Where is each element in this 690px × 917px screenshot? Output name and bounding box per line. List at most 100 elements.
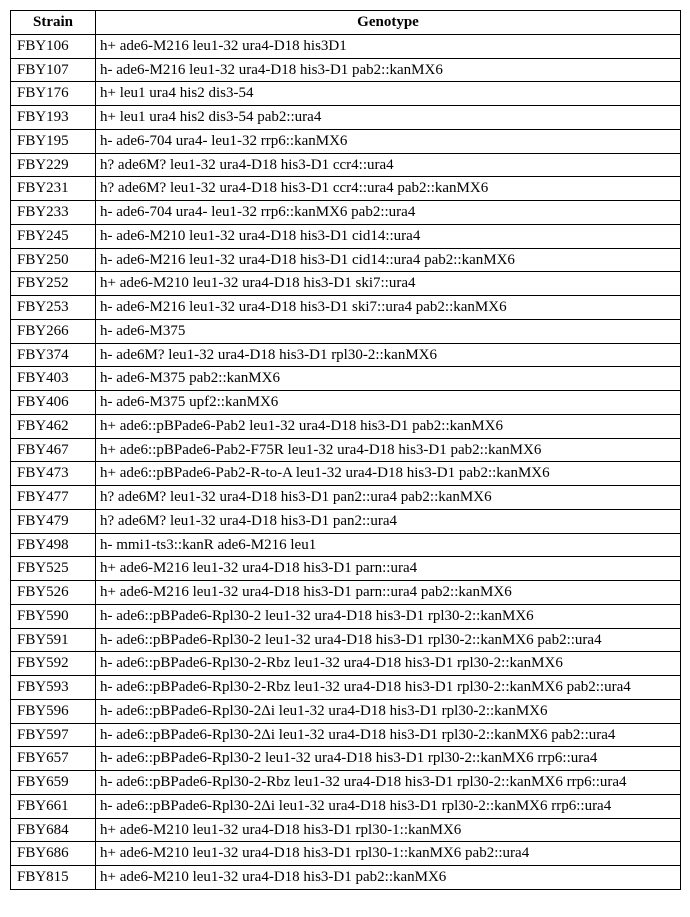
strain-cell: FBY106	[11, 34, 96, 58]
genotype-cell: h- ade6::pBPade6-Rpl30-2Δi leu1-32 ura4-…	[96, 794, 681, 818]
strain-cell: FBY252	[11, 272, 96, 296]
strain-cell: FBY661	[11, 794, 96, 818]
strain-cell: FBY525	[11, 557, 96, 581]
genotype-cell: h? ade6M? leu1-32 ura4-D18 his3-D1 ccr4:…	[96, 177, 681, 201]
genotype-cell: h? ade6M? leu1-32 ura4-D18 his3-D1 ccr4:…	[96, 153, 681, 177]
table-row: FBY176h+ leu1 ura4 his2 dis3-54	[11, 82, 681, 106]
genotype-cell: h+ ade6-M216 leu1-32 ura4-D18 his3-D1 pa…	[96, 557, 681, 581]
table-row: FBY597h- ade6::pBPade6-Rpl30-2Δi leu1-32…	[11, 723, 681, 747]
genotype-cell: h- ade6-M375 pab2::kanMX6	[96, 367, 681, 391]
table-row: FBY684h+ ade6-M210 leu1-32 ura4-D18 his3…	[11, 818, 681, 842]
table-row: FBY479h? ade6M? leu1-32 ura4-D18 his3-D1…	[11, 509, 681, 533]
genotype-cell: h+ ade6-M210 leu1-32 ura4-D18 his3-D1 sk…	[96, 272, 681, 296]
table-row: FBY467h+ ade6::pBPade6-Pab2-F75R leu1-32…	[11, 438, 681, 462]
table-row: FBY403h- ade6-M375 pab2::kanMX6	[11, 367, 681, 391]
strain-cell: FBY592	[11, 652, 96, 676]
table-row: FBY526h+ ade6-M216 leu1-32 ura4-D18 his3…	[11, 581, 681, 605]
strain-cell: FBY591	[11, 628, 96, 652]
col-header-strain: Strain	[11, 11, 96, 35]
genotype-cell: h? ade6M? leu1-32 ura4-D18 his3-D1 pan2:…	[96, 509, 681, 533]
strain-cell: FBY498	[11, 533, 96, 557]
table-row: FBY233h- ade6-704 ura4- leu1-32 rrp6::ka…	[11, 201, 681, 225]
strain-cell: FBY477	[11, 486, 96, 510]
genotype-cell: h+ ade6-M210 leu1-32 ura4-D18 his3-D1 rp…	[96, 818, 681, 842]
genotype-cell: h+ ade6-M216 leu1-32 ura4-D18 his3-D1 pa…	[96, 581, 681, 605]
table-row: FBY107h- ade6-M216 leu1-32 ura4-D18 his3…	[11, 58, 681, 82]
genotype-cell: h+ leu1 ura4 his2 dis3-54	[96, 82, 681, 106]
table-row: FBY231h? ade6M? leu1-32 ura4-D18 his3-D1…	[11, 177, 681, 201]
strain-cell: FBY250	[11, 248, 96, 272]
table-row: FBY592h- ade6::pBPade6-Rpl30-2-Rbz leu1-…	[11, 652, 681, 676]
table-header-row: Strain Genotype	[11, 11, 681, 35]
strain-cell: FBY266	[11, 319, 96, 343]
genotype-cell: h- ade6-704 ura4- leu1-32 rrp6::kanMX6	[96, 129, 681, 153]
genotype-cell: h- ade6::pBPade6-Rpl30-2-Rbz leu1-32 ura…	[96, 771, 681, 795]
table-row: FBY498h- mmi1-ts3::kanR ade6-M216 leu1	[11, 533, 681, 557]
table-row: FBY473h+ ade6::pBPade6-Pab2-R-to-A leu1-…	[11, 462, 681, 486]
genotype-cell: h- ade6-704 ura4- leu1-32 rrp6::kanMX6 p…	[96, 201, 681, 225]
genotype-cell: h+ leu1 ura4 his2 dis3-54 pab2::ura4	[96, 106, 681, 130]
table-row: FBY252h+ ade6-M210 leu1-32 ura4-D18 his3…	[11, 272, 681, 296]
strain-cell: FBY657	[11, 747, 96, 771]
table-row: FBY406h- ade6-M375 upf2::kanMX6	[11, 391, 681, 415]
strain-cell: FBY233	[11, 201, 96, 225]
genotype-cell: h- ade6-M216 leu1-32 ura4-D18 his3-D1 sk…	[96, 296, 681, 320]
genotype-cell: h- ade6::pBPade6-Rpl30-2 leu1-32 ura4-D1…	[96, 604, 681, 628]
strain-cell: FBY526	[11, 581, 96, 605]
genotype-cell: h+ ade6::pBPade6-Pab2-F75R leu1-32 ura4-…	[96, 438, 681, 462]
strain-cell: FBY403	[11, 367, 96, 391]
genotype-cell: h+ ade6-M210 leu1-32 ura4-D18 his3-D1 pa…	[96, 866, 681, 890]
table-row: FBY686h+ ade6-M210 leu1-32 ura4-D18 his3…	[11, 842, 681, 866]
strain-cell: FBY686	[11, 842, 96, 866]
table-row: FBY245h- ade6-M210 leu1-32 ura4-D18 his3…	[11, 224, 681, 248]
table-row: FBY590h- ade6::pBPade6-Rpl30-2 leu1-32 u…	[11, 604, 681, 628]
genotype-cell: h- ade6M? leu1-32 ura4-D18 his3-D1 rpl30…	[96, 343, 681, 367]
table-row: FBY593h- ade6::pBPade6-Rpl30-2-Rbz leu1-…	[11, 676, 681, 700]
strain-cell: FBY467	[11, 438, 96, 462]
strain-cell: FBY597	[11, 723, 96, 747]
genotype-cell: h+ ade6-M210 leu1-32 ura4-D18 his3-D1 rp…	[96, 842, 681, 866]
strain-cell: FBY596	[11, 699, 96, 723]
strain-cell: FBY406	[11, 391, 96, 415]
genotype-cell: h- ade6-M375 upf2::kanMX6	[96, 391, 681, 415]
genotype-cell: h- mmi1-ts3::kanR ade6-M216 leu1	[96, 533, 681, 557]
strain-cell: FBY176	[11, 82, 96, 106]
table-row: FBY266h- ade6-M375	[11, 319, 681, 343]
strain-cell: FBY590	[11, 604, 96, 628]
genotype-cell: h+ ade6-M216 leu1-32 ura4-D18 his3D1	[96, 34, 681, 58]
table-row: FBY193h+ leu1 ura4 his2 dis3-54 pab2::ur…	[11, 106, 681, 130]
table-row: FBY106h+ ade6-M216 leu1-32 ura4-D18 his3…	[11, 34, 681, 58]
strain-cell: FBY462	[11, 414, 96, 438]
table-row: FBY525h+ ade6-M216 leu1-32 ura4-D18 his3…	[11, 557, 681, 581]
genotype-cell: h- ade6-M216 leu1-32 ura4-D18 his3-D1 ci…	[96, 248, 681, 272]
table-row: FBY659h- ade6::pBPade6-Rpl30-2-Rbz leu1-…	[11, 771, 681, 795]
table-row: FBY462h+ ade6::pBPade6-Pab2 leu1-32 ura4…	[11, 414, 681, 438]
genotype-cell: h- ade6-M216 leu1-32 ura4-D18 his3-D1 pa…	[96, 58, 681, 82]
table-row: FBY477h? ade6M? leu1-32 ura4-D18 his3-D1…	[11, 486, 681, 510]
strain-cell: FBY195	[11, 129, 96, 153]
strain-cell: FBY107	[11, 58, 96, 82]
genotype-cell: h- ade6-M210 leu1-32 ura4-D18 his3-D1 ci…	[96, 224, 681, 248]
table-row: FBY591h- ade6::pBPade6-Rpl30-2 leu1-32 u…	[11, 628, 681, 652]
table-row: FBY657h- ade6::pBPade6-Rpl30-2 leu1-32 u…	[11, 747, 681, 771]
table-row: FBY661h- ade6::pBPade6-Rpl30-2Δi leu1-32…	[11, 794, 681, 818]
strain-cell: FBY193	[11, 106, 96, 130]
table-row: FBY195h- ade6-704 ura4- leu1-32 rrp6::ka…	[11, 129, 681, 153]
col-header-genotype: Genotype	[96, 11, 681, 35]
table-body: FBY106h+ ade6-M216 leu1-32 ura4-D18 his3…	[11, 34, 681, 889]
table-row: FBY815h+ ade6-M210 leu1-32 ura4-D18 his3…	[11, 866, 681, 890]
table-row: FBY596h- ade6::pBPade6-Rpl30-2Δi leu1-32…	[11, 699, 681, 723]
strain-cell: FBY659	[11, 771, 96, 795]
table-row: FBY253h- ade6-M216 leu1-32 ura4-D18 his3…	[11, 296, 681, 320]
genotype-cell: h- ade6::pBPade6-Rpl30-2Δi leu1-32 ura4-…	[96, 723, 681, 747]
strain-cell: FBY479	[11, 509, 96, 533]
genotype-cell: h- ade6::pBPade6-Rpl30-2Δi leu1-32 ura4-…	[96, 699, 681, 723]
genotype-cell: h? ade6M? leu1-32 ura4-D18 his3-D1 pan2:…	[96, 486, 681, 510]
genotype-cell: h+ ade6::pBPade6-Pab2-R-to-A leu1-32 ura…	[96, 462, 681, 486]
genotype-cell: h- ade6::pBPade6-Rpl30-2 leu1-32 ura4-D1…	[96, 747, 681, 771]
strain-cell: FBY473	[11, 462, 96, 486]
genotype-cell: h- ade6::pBPade6-Rpl30-2-Rbz leu1-32 ura…	[96, 652, 681, 676]
strain-cell: FBY684	[11, 818, 96, 842]
strain-cell: FBY815	[11, 866, 96, 890]
strain-cell: FBY229	[11, 153, 96, 177]
